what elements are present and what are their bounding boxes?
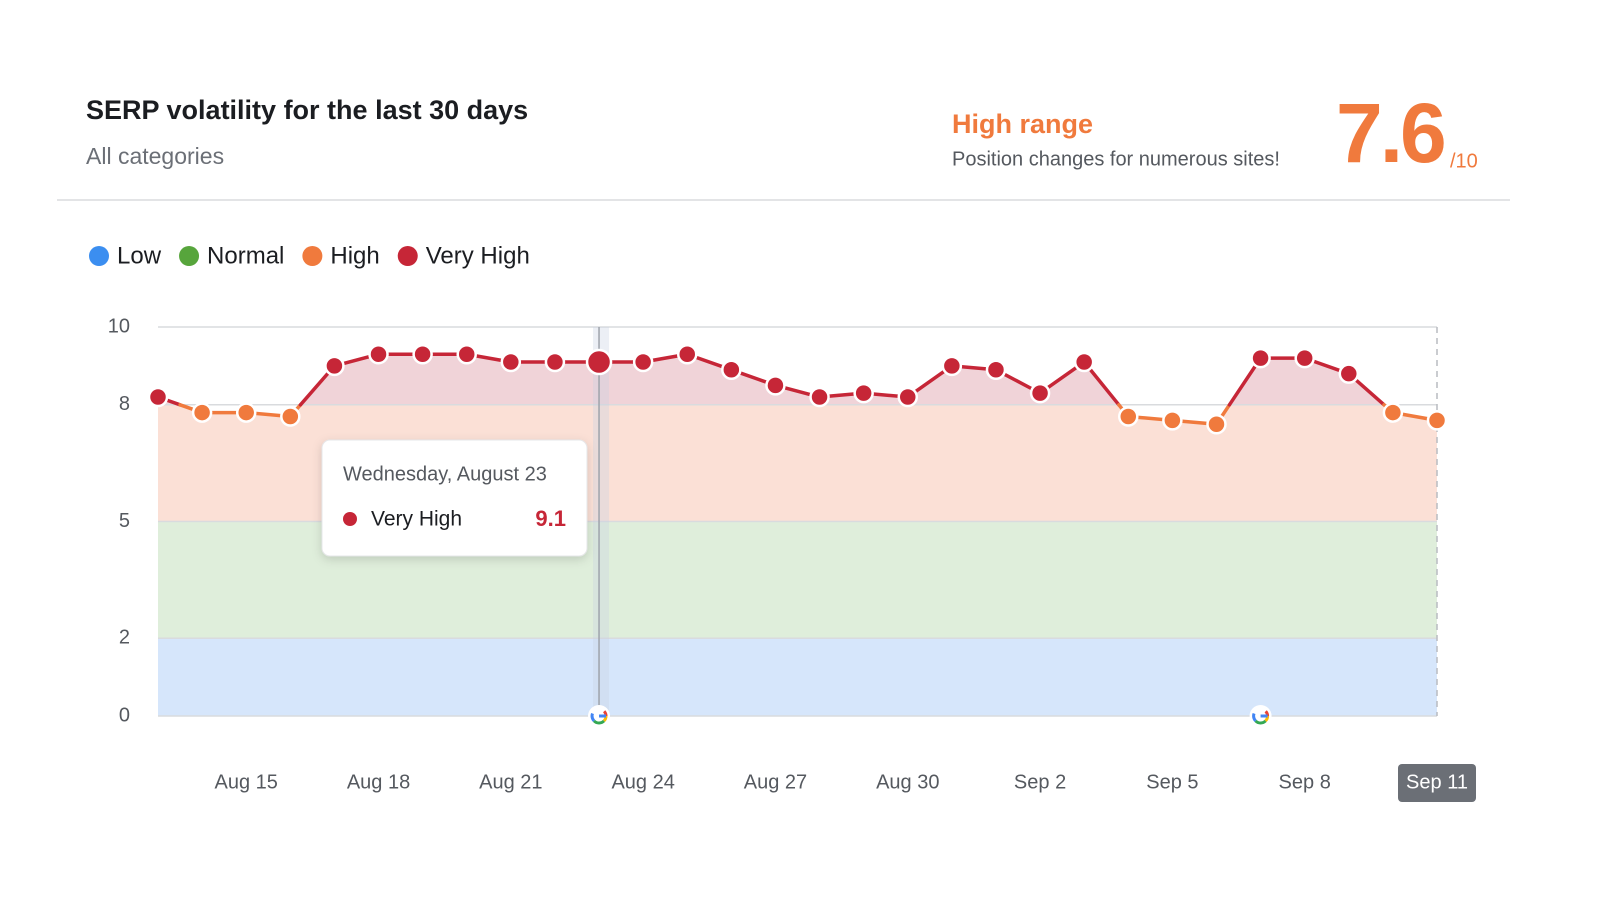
status-title: High range <box>952 109 1093 139</box>
x-tick-label: Sep 11 <box>1406 771 1468 793</box>
data-point <box>324 355 345 377</box>
icon-arc <box>590 707 608 725</box>
x-tick-label: Aug 24 <box>611 771 674 793</box>
legend-label: Normal <box>207 242 284 269</box>
legend-swatch <box>179 246 200 266</box>
icon-arc <box>1252 707 1270 725</box>
y-tick-label: 10 <box>108 315 130 337</box>
data-point <box>985 359 1007 381</box>
data-point <box>809 386 830 408</box>
data-point <box>632 351 654 373</box>
x-tick-label: Aug 18 <box>347 771 410 793</box>
data-point <box>676 343 698 365</box>
hover-band <box>593 327 610 716</box>
y-tick-label: 2 <box>119 626 130 648</box>
data-point <box>1338 363 1360 384</box>
data-point <box>1118 406 1139 427</box>
data-point <box>544 351 566 373</box>
x-tick-label: Sep 5 <box>1146 771 1198 793</box>
tooltip-swatch <box>343 512 357 526</box>
icon-bar <box>599 714 607 718</box>
score: 7.6 <box>1336 86 1444 180</box>
chart-title: SERP volatility for the last 30 days <box>86 95 528 125</box>
google-update-icon <box>1249 705 1272 727</box>
data-point <box>147 386 169 408</box>
data-point <box>853 382 874 404</box>
data-point <box>1206 414 1227 435</box>
data-point <box>585 348 613 376</box>
x-tick-label: Aug 30 <box>876 771 939 793</box>
legend: Low Normal High Very High <box>89 242 530 269</box>
current-date-pill <box>1398 764 1476 802</box>
x-tick-label: Sep 2 <box>1014 771 1066 793</box>
tooltip-value: 9.1 <box>535 506 566 531</box>
x-tick-label: Sep 8 <box>1279 771 1331 793</box>
tooltip: Wednesday, August 23 Very High 9.1 <box>321 439 588 557</box>
data-point <box>1250 347 1271 369</box>
y-tick-label: 5 <box>119 510 130 532</box>
icon-arc <box>1252 707 1270 725</box>
data-point <box>280 406 301 427</box>
tooltip-label: Very High <box>371 508 462 531</box>
legend-label: High <box>330 242 379 269</box>
band-area <box>158 638 1437 716</box>
legend-swatch <box>89 246 109 266</box>
data-point <box>765 375 786 396</box>
tooltip-title: Wednesday, August 23 <box>343 463 547 485</box>
x-tick-label: Aug 27 <box>744 771 807 793</box>
data-point <box>1073 351 1095 373</box>
data-point <box>1029 382 1051 404</box>
legend-label: Low <box>117 242 162 269</box>
data-point <box>456 343 477 365</box>
score-suffix: /10 <box>1450 150 1478 172</box>
icon-bar <box>1260 714 1268 718</box>
data-point <box>1294 347 1315 369</box>
data-point <box>412 343 433 365</box>
legend-swatch <box>397 246 418 266</box>
y-tick-label: 0 <box>119 704 130 726</box>
x-tick-label: Aug 21 <box>479 771 542 793</box>
chart-subtitle: All categories <box>86 143 224 169</box>
data-point <box>941 355 963 377</box>
google-update-icon <box>588 705 611 727</box>
legend-swatch <box>302 246 323 266</box>
tooltip-box <box>321 439 588 557</box>
y-tick-label: 8 <box>119 393 130 415</box>
icon-arc <box>590 707 608 725</box>
data-point <box>1162 410 1183 431</box>
status-text: Position changes for numerous sites! <box>952 148 1280 170</box>
data-point <box>500 351 522 373</box>
data-point <box>1426 410 1448 431</box>
data-point <box>368 343 389 365</box>
data-point <box>897 386 919 408</box>
x-tick-label: Aug 15 <box>215 771 278 793</box>
legend-label: Very High <box>426 242 530 269</box>
data-point <box>1382 402 1404 423</box>
data-point <box>235 402 257 423</box>
plot: 0 2 5 8 10 Aug 15 Aug 18 Aug 21 Aug 24 Aug 27 Aug … <box>108 315 1476 802</box>
data-point <box>721 359 742 381</box>
band-area <box>158 354 1437 405</box>
data-point <box>191 402 213 423</box>
